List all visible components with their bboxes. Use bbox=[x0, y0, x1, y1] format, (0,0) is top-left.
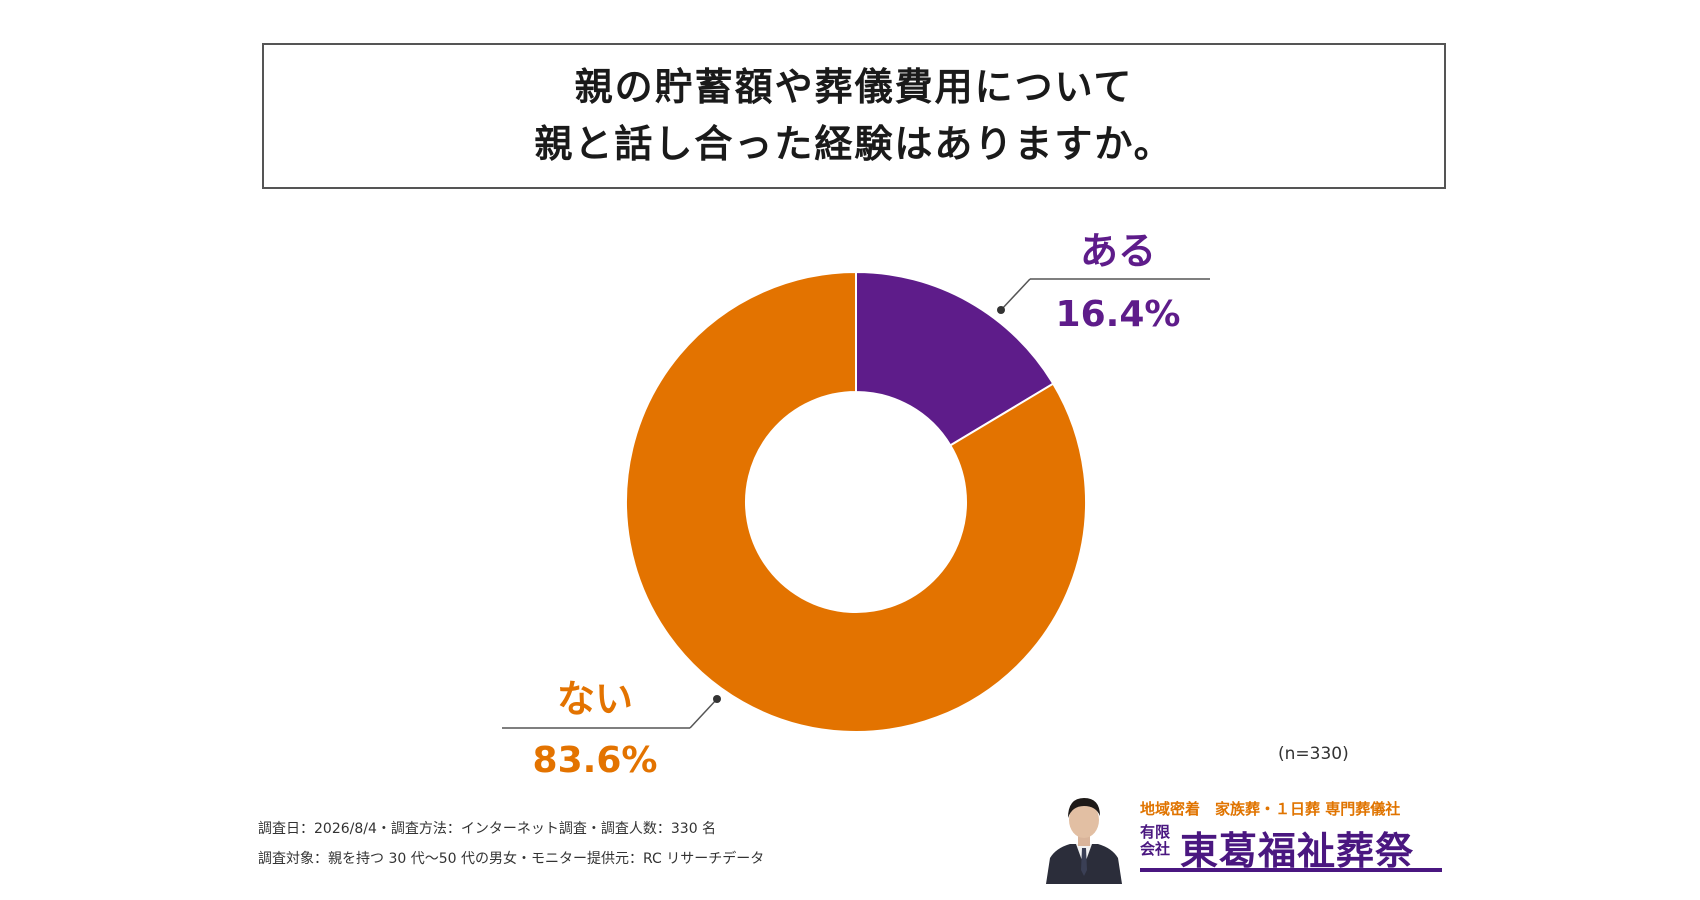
leader-dot-nai bbox=[713, 695, 721, 703]
slice-value-nai: 83.6% bbox=[533, 740, 658, 781]
survey-footnote-2: 調査対象：親を持つ 30 代〜50 代の男女・モニター提供元：RC リサーチデー… bbox=[258, 851, 765, 867]
leader-line-aru-diagonal bbox=[1000, 278, 1031, 311]
sample-size-label: (n=330) bbox=[1278, 744, 1349, 764]
person-in-suit-icon bbox=[1040, 786, 1128, 884]
brand-logo-block: 地域密着 家族葬・１日葬 専門葬儀社 有限会社 東葛福祉葬祭 bbox=[1036, 780, 1446, 884]
brand-name: 東葛福祉葬祭 bbox=[1180, 829, 1415, 873]
donut-slice-aru bbox=[855, 270, 1055, 447]
slice-value-aru: 16.4% bbox=[1056, 294, 1181, 335]
survey-footnote-1: 調査日：2026/8/4・調査方法：インターネット調査・調査人数：330 名 bbox=[258, 821, 717, 837]
slice-label-aru: ある bbox=[1080, 229, 1156, 273]
avatar bbox=[1040, 786, 1128, 884]
leader-line-nai-diagonal bbox=[689, 698, 718, 729]
donut-slice-nai bbox=[625, 270, 1087, 733]
chart-title-box: 親の貯蓄額や葬儀費用について 親と話し合った経験はありますか。 bbox=[262, 43, 1446, 189]
slice-label-nai: ない bbox=[557, 677, 633, 721]
chart-title-line-2: 親と話し合った経験はありますか。 bbox=[534, 122, 1174, 166]
brand-company-type: 有限会社 bbox=[1140, 823, 1171, 858]
chart-title-line-1: 親の貯蓄額や葬儀費用について bbox=[574, 65, 1134, 109]
leader-dot-aru bbox=[997, 306, 1005, 314]
brand-tagline: 地域密着 家族葬・１日葬 専門葬儀社 bbox=[1140, 800, 1401, 818]
brand-underline bbox=[1140, 868, 1442, 872]
